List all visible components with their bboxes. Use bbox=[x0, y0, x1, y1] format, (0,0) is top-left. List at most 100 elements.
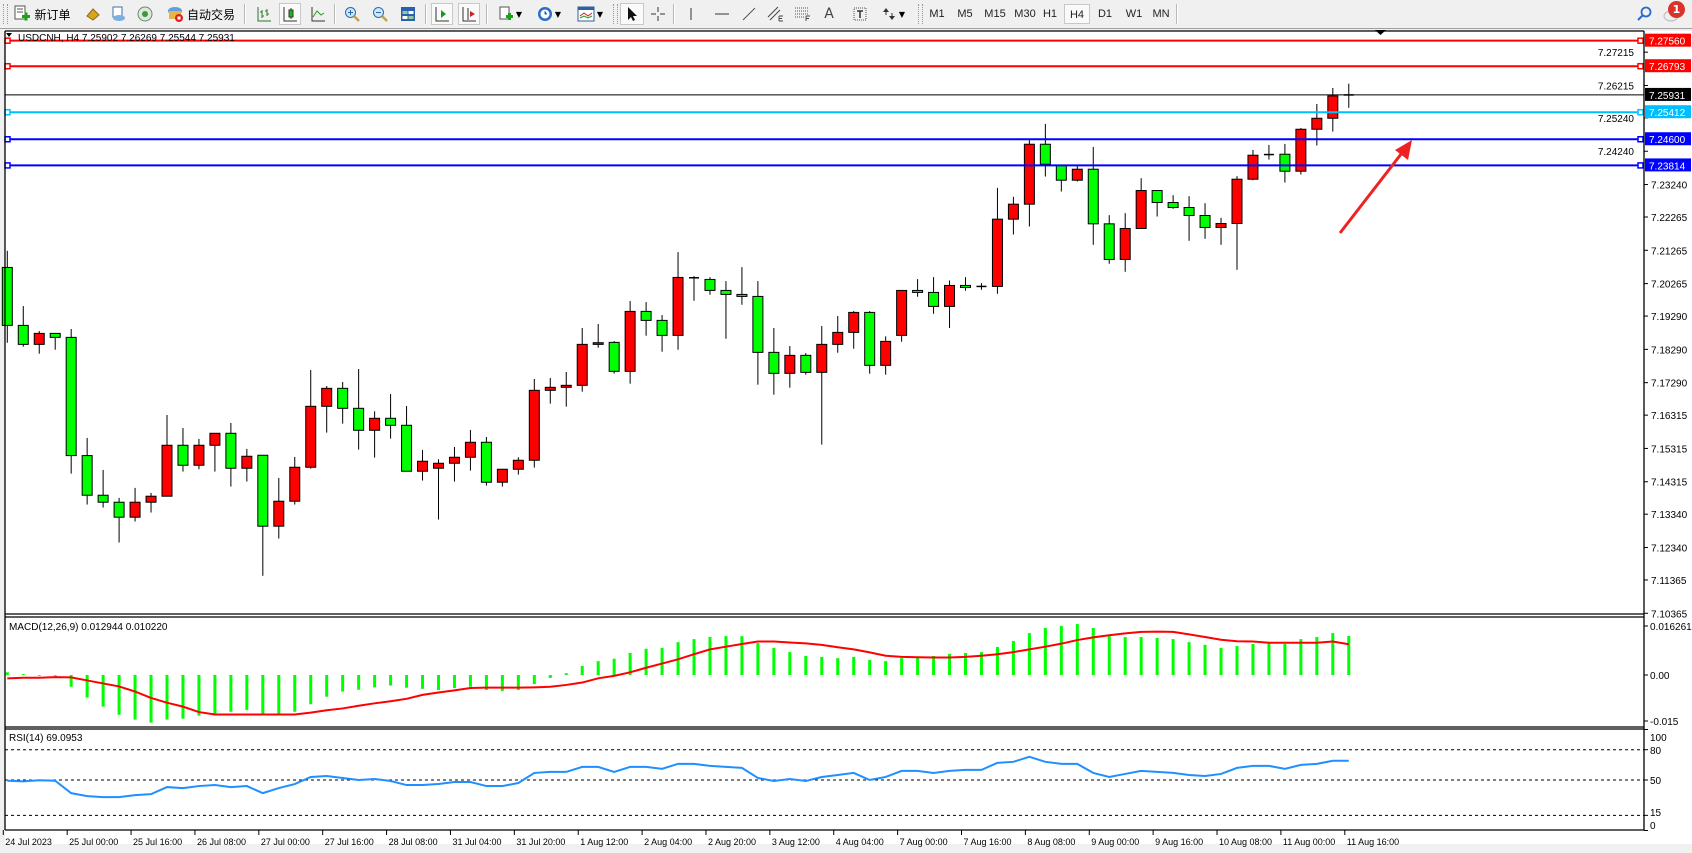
candle[interactable] bbox=[289, 456, 301, 505]
candle[interactable] bbox=[944, 280, 956, 329]
candle[interactable] bbox=[417, 449, 429, 481]
timeframe-m1[interactable]: M1 bbox=[929, 8, 945, 20]
candle[interactable] bbox=[448, 446, 460, 482]
candle[interactable] bbox=[1215, 217, 1227, 245]
new-chart-button[interactable]: ▼ bbox=[494, 3, 526, 25]
horizontal-level-line[interactable]: 7.25412 bbox=[4, 105, 1691, 119]
candle[interactable] bbox=[1295, 127, 1307, 175]
arrows-button[interactable]: ▼ bbox=[876, 3, 910, 25]
candle[interactable] bbox=[672, 252, 684, 350]
candlestick-chart-button[interactable] bbox=[279, 3, 301, 25]
candle[interactable] bbox=[544, 378, 556, 404]
candle[interactable] bbox=[1, 250, 13, 343]
new-order-button[interactable]: 新订单 bbox=[10, 3, 74, 25]
candle[interactable] bbox=[129, 487, 141, 522]
trendline-button[interactable] bbox=[739, 3, 759, 25]
candle[interactable] bbox=[1167, 195, 1179, 209]
level-handle-left[interactable] bbox=[4, 135, 11, 143]
candle[interactable] bbox=[432, 459, 444, 520]
timeframe-m15[interactable]: M15 bbox=[984, 8, 1006, 20]
horizontal-level-line[interactable]: 7.24600 bbox=[4, 132, 1691, 146]
candle[interactable] bbox=[832, 316, 844, 353]
auto-trading-button[interactable]: 自动交易 bbox=[163, 3, 238, 25]
toolbar-grip[interactable] bbox=[613, 4, 618, 24]
horizontal-level-line[interactable]: 7.26793 bbox=[4, 59, 1691, 73]
candle[interactable] bbox=[480, 436, 492, 486]
candle[interactable] bbox=[464, 429, 476, 471]
level-handle-left[interactable] bbox=[4, 162, 11, 169]
timeframe-m5[interactable]: M5 bbox=[957, 8, 973, 20]
candle[interactable] bbox=[1183, 196, 1195, 241]
candle[interactable] bbox=[49, 332, 61, 350]
candle[interactable] bbox=[768, 328, 780, 395]
candle[interactable] bbox=[800, 353, 812, 375]
text-label-button[interactable] bbox=[850, 3, 870, 25]
candle[interactable] bbox=[1039, 123, 1051, 177]
candle[interactable] bbox=[689, 276, 700, 301]
annotation-arrow[interactable] bbox=[1338, 140, 1412, 234]
candle[interactable] bbox=[976, 283, 987, 290]
crosshair-tool-button[interactable] bbox=[648, 3, 668, 25]
timeframe-h4[interactable]: H4 bbox=[1064, 4, 1090, 24]
level-handle-right[interactable] bbox=[1637, 108, 1644, 116]
chart-shift-marker-icon[interactable] bbox=[1375, 30, 1386, 35]
level-handle-right[interactable] bbox=[1637, 162, 1644, 169]
level-handle-left[interactable] bbox=[4, 108, 11, 116]
candle[interactable] bbox=[704, 277, 716, 295]
chart-menu-triangle-icon[interactable] bbox=[6, 33, 12, 37]
candle[interactable] bbox=[592, 324, 604, 348]
candle[interactable] bbox=[177, 427, 189, 472]
candle[interactable] bbox=[1231, 176, 1243, 270]
candle[interactable] bbox=[385, 393, 397, 439]
level-handle-right[interactable] bbox=[1637, 135, 1644, 143]
candle[interactable] bbox=[193, 438, 205, 470]
candle[interactable] bbox=[848, 311, 860, 349]
candle[interactable] bbox=[928, 277, 940, 314]
candle[interactable] bbox=[736, 267, 748, 305]
search-button[interactable] bbox=[1635, 3, 1653, 25]
horizontal-level-line[interactable]: 7.27560 bbox=[4, 33, 1691, 48]
chart-shift-button[interactable] bbox=[458, 3, 480, 25]
navigator-button[interactable] bbox=[135, 3, 155, 25]
toolbar-grip[interactable] bbox=[3, 4, 8, 24]
candle[interactable] bbox=[608, 341, 620, 374]
candle[interactable] bbox=[1279, 143, 1291, 183]
candle[interactable] bbox=[720, 281, 732, 339]
auto-scroll-button[interactable] bbox=[431, 3, 453, 25]
market-watch-button[interactable] bbox=[83, 3, 103, 25]
candle[interactable] bbox=[896, 289, 908, 342]
candle[interactable] bbox=[241, 448, 253, 482]
text-tool-button[interactable]: A bbox=[824, 6, 834, 22]
candle[interactable] bbox=[353, 369, 365, 450]
periods-button[interactable]: ▼ bbox=[533, 3, 565, 25]
equidistant-channel-button[interactable] bbox=[765, 3, 787, 25]
candle[interactable] bbox=[1071, 165, 1083, 182]
candle[interactable] bbox=[33, 331, 45, 354]
candle[interactable] bbox=[560, 372, 572, 407]
timeframe-d1[interactable]: D1 bbox=[1097, 8, 1113, 20]
candle[interactable] bbox=[81, 437, 93, 505]
macd-pane[interactable]: MACD(12,26,9) 0.012944 0.010220 0.016261 0… bbox=[5, 622, 1692, 728]
vertical-line-button[interactable] bbox=[681, 3, 701, 25]
candle[interactable] bbox=[337, 382, 349, 424]
candle[interactable] bbox=[305, 370, 317, 469]
candle[interactable] bbox=[225, 422, 237, 487]
candle[interactable] bbox=[912, 279, 924, 297]
toolbar-grip[interactable] bbox=[918, 4, 923, 24]
timeframe-m30[interactable]: M30 bbox=[1014, 8, 1036, 20]
candle[interactable] bbox=[1007, 196, 1019, 235]
fibonacci-button[interactable] bbox=[792, 3, 814, 25]
candle[interactable] bbox=[273, 477, 285, 539]
candle[interactable] bbox=[576, 328, 588, 392]
line-chart-button[interactable] bbox=[308, 3, 328, 25]
candle[interactable] bbox=[321, 385, 333, 433]
candle[interactable] bbox=[17, 306, 29, 347]
candle[interactable] bbox=[65, 329, 77, 474]
candle[interactable] bbox=[209, 432, 221, 472]
bar-chart-button[interactable] bbox=[254, 3, 274, 25]
price-pane[interactable]: 7.27215 7.26215 7.25240 7.24240 7.23240 7.222… bbox=[1, 33, 1691, 621]
candle[interactable] bbox=[161, 414, 173, 497]
candle[interactable] bbox=[528, 379, 540, 468]
candle[interactable] bbox=[1199, 203, 1211, 239]
candle[interactable] bbox=[864, 311, 876, 374]
